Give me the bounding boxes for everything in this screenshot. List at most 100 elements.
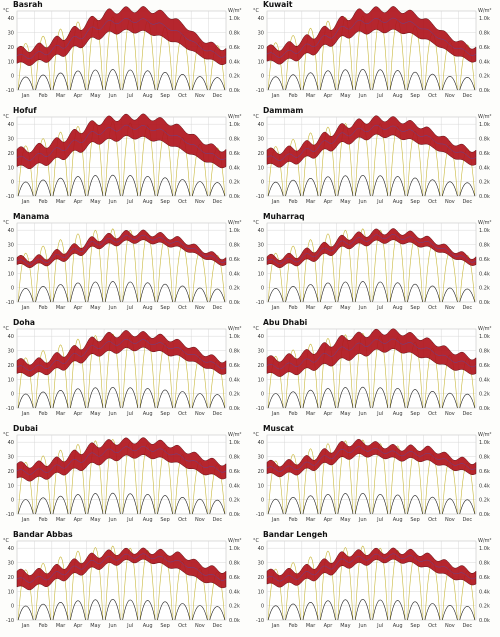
solar-curve-low [302,495,319,515]
solar-curve [209,45,226,91]
solar-tick-label: 0.2k [229,286,240,292]
solar-curve [267,460,284,515]
solar-curve-low [407,601,423,621]
solar-curve-low [35,285,51,303]
solar-curve [122,547,139,621]
solar-curve [70,443,86,515]
solar-curve-low [17,393,34,409]
solar-curve-low [337,175,354,197]
mean-temperature-line [16,338,227,371]
temperature-band [16,229,227,269]
month-label: Aug [393,93,403,99]
month-label: Jun [108,411,117,417]
month-label: Mar [56,93,66,99]
month-label: Sep [160,411,169,417]
temp-tick-label: 10 [8,59,14,65]
mean-temperature-line [16,553,227,583]
month-label: Mar [56,623,66,629]
solar-curve-low [389,600,406,621]
mean-temperature-line [266,234,477,265]
city-title: Dammam [263,106,304,115]
solar-curve-low [267,288,284,303]
solar-tick-label: 0.2k [229,604,240,610]
climate-chart: -10 0 10 20 30 40 °C 0.0k 0.2k 0.4k 0.6k 0.8k 1.0k W/… [253,6,492,99]
month-label: Mar [306,517,316,523]
city-panel: Dammam -10 0 10 20 30 40 °C 0.0k 0.2k 0.4k 0.6k 0.8k… [250,106,500,212]
mean-temperature-line [266,446,477,472]
month-label: Aug [143,199,153,205]
solar-curve-low [157,177,173,197]
solar-curve [87,440,104,515]
city-panel: Kuwait -10 0 10 20 30 40 °C 0.0k 0.2k 0.4k 0.6k 0.8k… [250,0,500,106]
mean-temperature-line [266,17,477,58]
month-label: Oct [178,93,187,99]
month-label: Jul [376,199,383,205]
solar-curve-low [267,76,284,91]
solar-curve-low [104,492,121,515]
month-label: Aug [143,411,153,417]
solar-tick-label: 0.0k [229,406,240,412]
temp-tick-label: 30 [8,349,14,355]
month-label: Feb [39,411,48,417]
solar-tick-label: 0.0k [479,406,490,412]
solar-curve [70,233,86,303]
month-label: Feb [289,93,298,99]
solar-curve-low [302,601,319,621]
solar-tick-label: 0.6k [229,363,240,369]
temp-tick-label: 30 [8,243,14,249]
month-label: Oct [178,623,187,629]
temp-tick-label: 20 [8,575,14,581]
solar-tick-label: 0.2k [479,180,490,186]
solar-curve [337,334,354,409]
solar-tick-label: 1.0k [229,440,240,446]
solar-curve-low [17,181,34,197]
solar-tick-label: 0.2k [479,498,490,504]
city-title: Hofuf [13,106,37,115]
solar-curve [52,449,69,515]
temp-tick-label: 20 [258,151,264,157]
solar-curve-low [442,605,458,621]
solar-curve-low [157,389,173,409]
solar-curve-low [285,74,301,91]
month-label: Feb [289,411,298,417]
month-label: Jul [376,411,383,417]
month-label: Nov [445,517,455,523]
solar-tick-label: 0.0k [479,300,490,306]
city-panel: Bandar Abbas -10 0 10 20 30 40 °C 0.0k 0.2k 0.4k 0.… [0,530,250,636]
solar-curve-low [87,175,104,197]
climate-chart: -10 0 10 20 30 40 °C 0.0k 0.2k 0.4k 0.6k 0.8k 1.0k W/… [3,6,242,99]
month-label: Nov [195,623,205,629]
solar-unit-label: W/m² [478,326,492,332]
month-label: Oct [428,517,437,523]
temp-tick-label: -10 [256,512,264,518]
month-label: Jul [126,93,133,99]
temperature-band [266,328,477,377]
solar-curve [267,355,284,409]
solar-curve-low [459,393,476,409]
month-label: Jun [358,517,367,523]
temp-tick-label: 40 [8,122,14,128]
temp-tick-label: 10 [258,271,264,277]
month-label: Oct [428,93,437,99]
solar-curve-low [104,69,121,91]
solar-curve-low [389,70,406,91]
solar-curve-low [70,176,86,197]
solar-curve-low [174,285,191,303]
month-label: May [90,305,100,311]
solar-curve-low [17,499,34,515]
solar-curve-low [372,599,389,621]
solar-curve [320,126,336,197]
solar-curve-low [354,598,371,621]
temp-tick-label: -10 [6,88,14,94]
temp-tick-label: 0 [11,74,14,80]
solar-tick-label: 1.0k [229,122,240,128]
temp-unit-label: °C [3,326,10,332]
city-panel: Dubai -10 0 10 20 30 40 °C 0.0k 0.2k 0.4k 0.6k 0.8k 1… [0,424,250,530]
solar-curve-low [285,391,301,409]
solar-tick-label: 0.6k [479,575,490,581]
month-label: Jul [376,93,383,99]
temp-tick-label: 10 [258,59,264,65]
solar-tick-label: 0.8k [479,561,490,567]
month-label: Oct [178,305,187,311]
solar-curve [354,439,371,515]
